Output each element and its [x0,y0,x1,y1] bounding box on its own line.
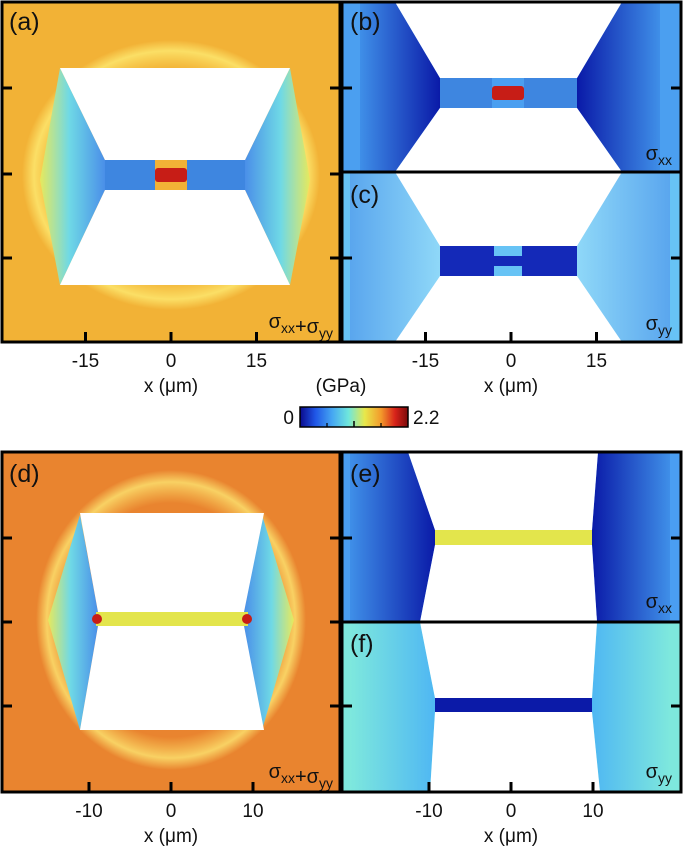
panel-c-left-wing [350,172,440,342]
x-tick-label-right-bottom: 0 [506,801,517,822]
panel-e-upper-hole [408,452,598,530]
x-tick-label-right-top: 15 [586,351,607,372]
x-axis-label-right-bottom: x (μm) [484,826,538,847]
panel-e-quantity: σxx [646,591,672,616]
x-tick-label-left-bottom: 10 [242,801,263,822]
panel-c-label: (c) [350,181,379,209]
panel-b-right-pad [524,78,577,108]
panel-f-bridge [435,698,592,712]
panel-f-left-wing [350,622,435,792]
panel-b-bridge [492,86,524,100]
panel-c-upper-hole [395,172,622,246]
panel-c-right-pad [522,246,577,276]
panel-d-left-wing [48,515,98,730]
panel-e-left-wing [350,452,435,622]
panel-d-quantity: σxx+σyy [269,761,333,791]
panel-f-upper-hole [420,622,597,698]
colorbar: (GPa) 0 2.2 [283,376,439,429]
panel-d-bridge [96,612,248,626]
panel-f-right-wing [592,622,670,792]
panel-d-lower-hole [80,626,264,730]
panel-c-right-wing [577,172,670,342]
panel-e [340,450,683,624]
panel-e-label: (e) [350,460,381,488]
x-axis-label-left-bottom: x (μm) [144,826,198,847]
panel-a [0,0,342,344]
panel-b-lower-hole [395,108,622,172]
panel-a-lower-hole [60,190,290,285]
panel-d-left-contact [92,614,102,624]
panel-a-left-pad [105,160,155,190]
panel-f-lower-hole [430,712,600,792]
panel-c-bridge [494,256,522,266]
x-tick-label-right-top: -15 [412,351,439,372]
panel-e-lower-hole [420,545,597,622]
panel-a-label: (a) [9,8,40,36]
panel-b-left-wing [360,2,440,172]
panel-a-left-wing [40,68,105,285]
x-tick-label-right-bottom: -10 [415,801,442,822]
panel-b-quantity: σxx [646,143,672,168]
panel-d-right-contact [242,614,252,624]
x-tick-label-left-bottom: 0 [166,801,177,822]
panel-b-right-wing [577,2,660,172]
panel-a-bridge [155,168,187,182]
x-tick-label-left-top: 0 [166,351,177,372]
panel-f-label: (f) [350,630,374,658]
panel-c-left-pad [440,246,494,276]
x-axis-label-left-top: x (μm) [144,376,198,397]
x-tick-label-right-bottom: 10 [582,801,603,822]
panel-a-right-pad [187,160,245,190]
panel-e-right-wing [592,452,670,622]
colorbar-min-label: 0 [283,408,294,429]
panel-a-quantity: σxx+σyy [269,311,333,341]
colorbar-unit: (GPa) [316,376,367,397]
panel-e-bridge [435,530,592,545]
x-axis-ticks: -15 0 15 -15 0 15 -10 0 10 -10 0 10 [72,332,607,822]
panel-d-upper-hole [80,513,264,612]
panel-c-lower-hole [395,276,622,342]
panel-f-quantity: σyy [646,761,672,786]
panel-f [340,620,683,794]
panel-a-upper-hole [60,68,290,160]
x-axis-label-right-top: x (μm) [484,376,538,397]
x-tick-label-right-top: 0 [506,351,517,372]
panel-c-quantity: σyy [646,313,672,338]
panel-b-label: (b) [350,8,381,36]
panel-b-upper-hole [395,2,622,78]
y-tick-marks [2,86,681,708]
panel-a-right-wing [245,68,310,285]
x-tick-label-left-top: -15 [72,351,99,372]
panel-b-left-pad [440,78,492,108]
x-tick-label-left-bottom: -10 [75,801,102,822]
colorbar-max-label: 2.2 [413,408,439,429]
panel-d [0,450,342,794]
panel-b [340,0,683,174]
panel-d-right-wing [244,515,294,730]
x-tick-label-left-top: 15 [246,351,267,372]
panel-d-label: (d) [9,460,40,488]
panel-c [340,170,683,344]
